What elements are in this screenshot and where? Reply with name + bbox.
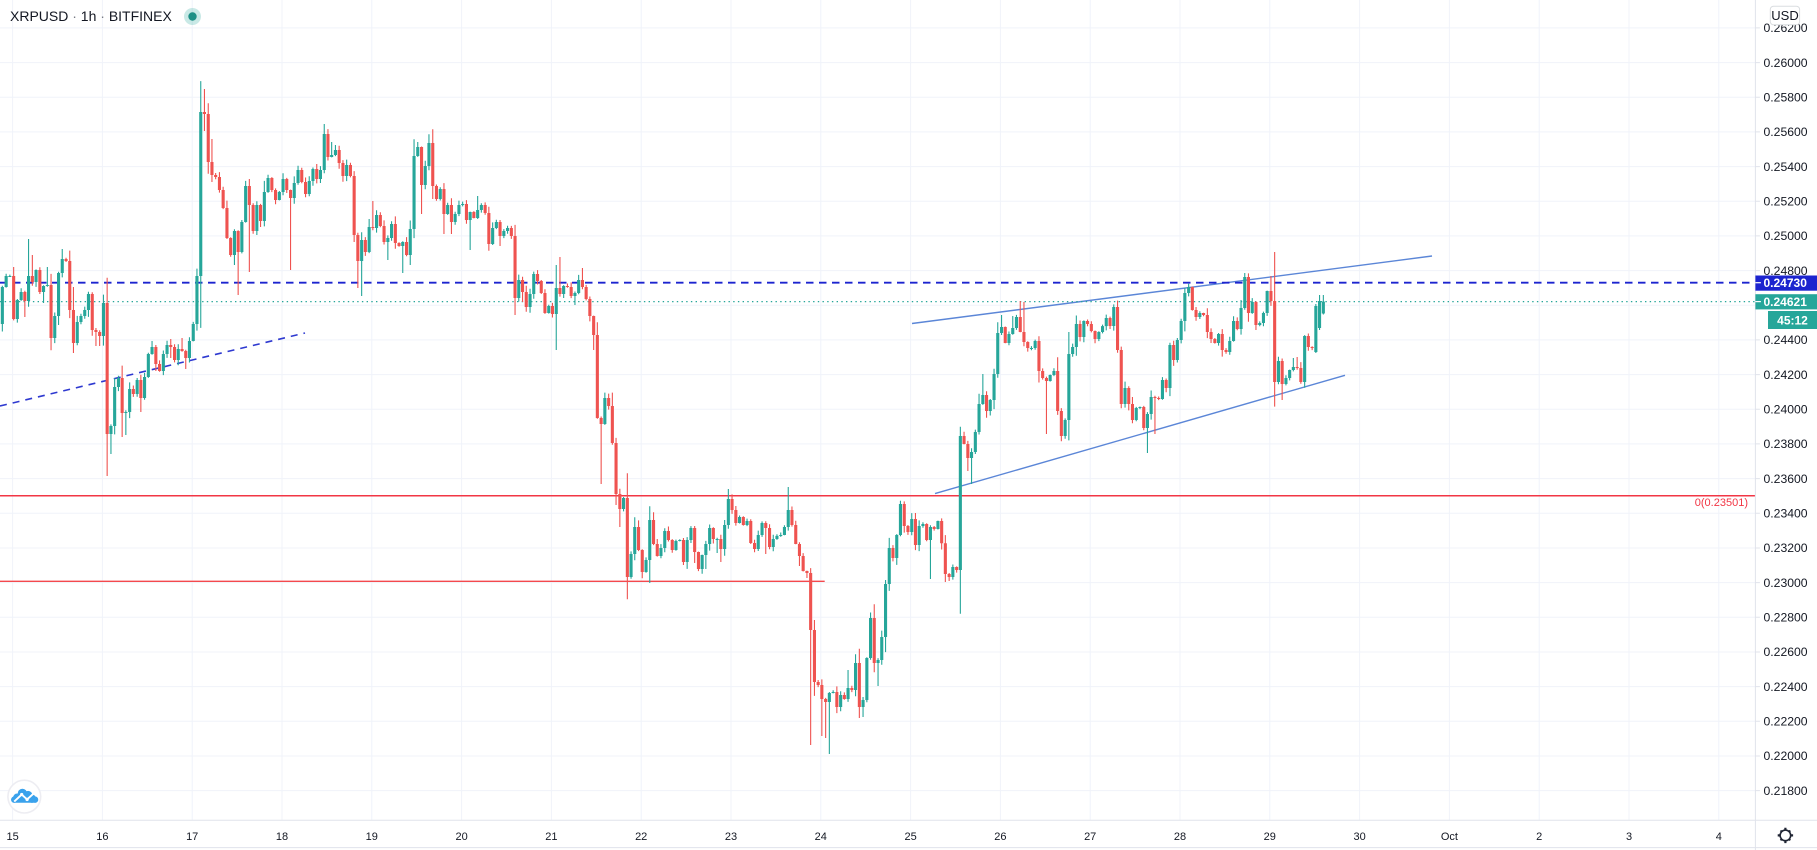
svg-text:30: 30: [1353, 831, 1365, 843]
svg-text:21: 21: [545, 831, 557, 843]
svg-text:0.24621: 0.24621: [1764, 295, 1808, 309]
svg-text:0.25200: 0.25200: [1764, 195, 1808, 209]
svg-text:24: 24: [815, 831, 827, 843]
svg-text:0.23600: 0.23600: [1764, 472, 1808, 486]
svg-text:26: 26: [994, 831, 1006, 843]
svg-text:18: 18: [276, 831, 288, 843]
svg-text:0.26000: 0.26000: [1764, 56, 1808, 70]
svg-text:0.24800: 0.24800: [1764, 264, 1808, 278]
svg-text:23: 23: [725, 831, 737, 843]
svg-text:0.23800: 0.23800: [1764, 437, 1808, 451]
svg-text:27: 27: [1084, 831, 1096, 843]
svg-text:0.21800: 0.21800: [1764, 784, 1808, 798]
svg-text:0.25800: 0.25800: [1764, 90, 1808, 104]
svg-text:19: 19: [366, 831, 378, 843]
svg-text:2: 2: [1536, 831, 1542, 843]
svg-text:17: 17: [186, 831, 198, 843]
svg-text:45:12: 45:12: [1777, 313, 1808, 327]
svg-text:0.24730: 0.24730: [1764, 276, 1808, 290]
svg-text:28: 28: [1174, 831, 1186, 843]
svg-text:0.25600: 0.25600: [1764, 125, 1808, 139]
svg-text:0.22400: 0.22400: [1764, 680, 1808, 694]
svg-text:0.25000: 0.25000: [1764, 229, 1808, 243]
svg-text:20: 20: [455, 831, 467, 843]
svg-text:16: 16: [96, 831, 108, 843]
svg-text:0.25400: 0.25400: [1764, 160, 1808, 174]
svg-text:0.24200: 0.24200: [1764, 368, 1808, 382]
svg-text:0.24400: 0.24400: [1764, 333, 1808, 347]
svg-text:0.24000: 0.24000: [1764, 403, 1808, 417]
svg-text:XRPUSD · 1h · BITFINEX: XRPUSD · 1h · BITFINEX: [10, 8, 172, 24]
svg-text:0.22000: 0.22000: [1764, 749, 1808, 763]
svg-text:29: 29: [1264, 831, 1276, 843]
svg-text:0.22600: 0.22600: [1764, 645, 1808, 659]
svg-text:0.23400: 0.23400: [1764, 507, 1808, 521]
svg-text:25: 25: [904, 831, 916, 843]
svg-text:0.23200: 0.23200: [1764, 541, 1808, 555]
svg-text:22: 22: [635, 831, 647, 843]
svg-text:15: 15: [6, 831, 18, 843]
svg-text:0.22800: 0.22800: [1764, 611, 1808, 625]
svg-text:4: 4: [1716, 831, 1722, 843]
svg-text:3: 3: [1626, 831, 1632, 843]
svg-text:USD: USD: [1771, 8, 1798, 23]
svg-text:0.23000: 0.23000: [1764, 576, 1808, 590]
svg-text:0(0.23501): 0(0.23501): [1695, 497, 1748, 509]
svg-text:Oct: Oct: [1441, 831, 1458, 843]
svg-text:0.22200: 0.22200: [1764, 715, 1808, 729]
